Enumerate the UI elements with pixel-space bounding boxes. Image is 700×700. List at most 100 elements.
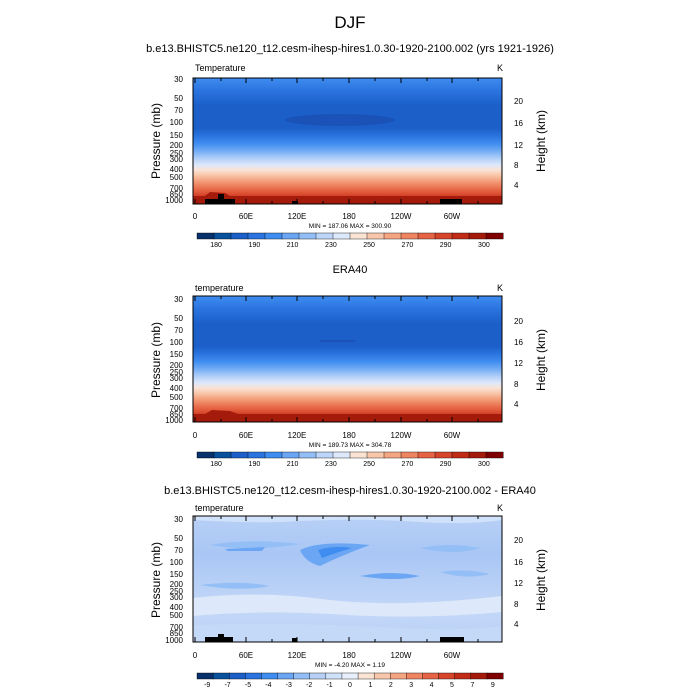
colorbar-swatch [434, 451, 453, 459]
panel-title: b.e13.BHISTC5.ne120_t12.cesm-ihesp-hires… [164, 485, 536, 497]
colorbar-label: 180 [210, 461, 222, 468]
y-tick-label: 500 [170, 393, 184, 402]
right-tick-label: 4 [514, 400, 519, 409]
x-tick-label: 0 [193, 431, 198, 440]
plot-frame [192, 77, 503, 205]
colorbar-swatch [406, 672, 423, 680]
cold-core-region [285, 114, 395, 126]
right-tick-labels: 20 16 12 8 4 [514, 536, 523, 629]
colorbar-label: -3 [286, 682, 292, 689]
x-tick-labels: 0 60E 120E 180 120W 60W [193, 431, 461, 440]
colorbar-swatch [196, 232, 215, 240]
colorbar-label: 9 [491, 682, 495, 689]
x-tick-label: 120E [288, 212, 307, 221]
topography-mask [440, 199, 462, 204]
x-tick-label: 60W [444, 212, 461, 221]
difference-field [193, 516, 502, 642]
y-tick-label: 200 [170, 361, 184, 370]
surface-warm-region [193, 410, 502, 422]
y-tick-label: 150 [170, 350, 184, 359]
figure-title: DJF [334, 13, 365, 32]
colorbar-swatch [315, 451, 334, 459]
right-tick-label: 16 [514, 338, 523, 347]
difference-region [193, 624, 502, 642]
difference-region [193, 594, 502, 617]
colorbar-label: 230 [325, 242, 337, 249]
y-tick-label: 400 [170, 165, 184, 174]
y-tick-labels: 30 50 70 100 150 200 250 300 400 500 700… [165, 75, 183, 205]
plot-area [192, 515, 503, 643]
y-tick-label: 400 [170, 384, 184, 393]
panel-difference: b.e13.BHISTC5.ne120_t12.cesm-ihesp-hires… [149, 485, 548, 689]
plot-area [192, 295, 503, 423]
right-tick-label: 16 [514, 119, 523, 128]
y-tick-label: 1000 [165, 196, 183, 205]
y-tick-label: 30 [174, 515, 183, 524]
y-tick-label: 100 [170, 558, 184, 567]
x-tick-label: 120E [288, 431, 307, 440]
colorbar-swatch [434, 232, 453, 240]
y-tick-label: 200 [170, 141, 184, 150]
variable-label: temperature [195, 503, 244, 513]
y-axis-label: Pressure (mb) [149, 322, 163, 398]
colorbar-swatch [298, 232, 317, 240]
y-tick-label: 100 [170, 118, 184, 127]
y-tick-label: 30 [174, 75, 183, 84]
right-tick-label: 8 [514, 161, 519, 170]
right-tick-label: 12 [514, 579, 523, 588]
y-tick-label: 700 [170, 184, 184, 193]
colorbar-label: 5 [450, 682, 454, 689]
difference-region [300, 543, 370, 566]
colorbar-swatch [383, 451, 402, 459]
y-tick-label: 200 [170, 580, 184, 589]
y-tick-label: 250 [170, 149, 184, 158]
colorbar-swatch [451, 232, 470, 240]
colorbar-label: -5 [245, 682, 251, 689]
colorbar-swatch [349, 232, 368, 240]
colorbar-swatch [349, 451, 368, 459]
x-tick-label: 60E [239, 431, 253, 440]
plot-area [192, 77, 503, 205]
colorbar: 180 190 210 230 250 270 290 300 [196, 451, 504, 468]
difference-region [193, 516, 502, 524]
y-axis-label: Pressure (mb) [149, 542, 163, 618]
colorbar-label: 190 [249, 242, 261, 249]
plot-frame [192, 295, 503, 423]
colorbar-label: 300 [478, 242, 490, 249]
right-tick-label: 16 [514, 558, 523, 567]
x-tick-labels: 0 60E 120E 180 120W 60W [193, 212, 461, 221]
colorbar-swatch [264, 451, 283, 459]
colorbar-label: -9 [204, 682, 210, 689]
x-tick-label: 60W [444, 651, 461, 660]
colorbar-swatch [417, 232, 436, 240]
y-tick-label: 70 [174, 106, 183, 115]
topography-mask [218, 194, 224, 204]
stats-text: MIN = 187.06 MAX = 300.90 [309, 223, 392, 230]
colorbar-swatch [454, 672, 472, 680]
x-tick-label: 180 [342, 651, 356, 660]
colorbar-swatch [357, 672, 375, 680]
colorbar-swatch [366, 451, 385, 459]
colorbar-swatch [486, 672, 504, 680]
right-tick-label: 4 [514, 181, 519, 190]
colorbar-label: 290 [440, 461, 452, 468]
temperature-field [193, 296, 502, 422]
topography-mask [292, 638, 297, 642]
colorbar-label: 300 [478, 461, 490, 468]
colorbar-swatch [438, 672, 456, 680]
right-tick-label: 20 [514, 536, 523, 545]
y-tick-label: 500 [170, 611, 184, 620]
colorbar-swatch [332, 232, 351, 240]
difference-region [200, 582, 270, 589]
y-tick-label: 300 [170, 374, 184, 383]
colorbar-swatch [212, 672, 230, 680]
panel-model: b.e13.BHISTC5.ne120_t12.cesm-ihesp-hires… [146, 43, 554, 249]
units-label: K [497, 283, 503, 293]
right-axis-label: Height (km) [534, 110, 548, 172]
colorbar-swatch [451, 451, 470, 459]
colorbar-swatch [468, 232, 487, 240]
colorbar-swatch [485, 451, 504, 459]
right-tick-label: 12 [514, 359, 523, 368]
right-tick-label: 20 [514, 97, 523, 106]
